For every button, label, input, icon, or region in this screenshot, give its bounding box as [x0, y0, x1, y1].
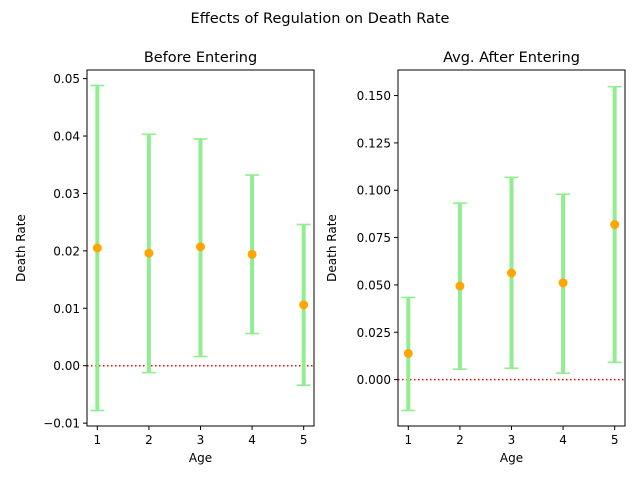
x-tick-label: 4	[559, 433, 567, 447]
subplot-avg-after-entering: 1 2 3 4 5 0.000 0.025 0.050 0.075 0.100 0.125 0.150…	[325, 50, 626, 465]
data-point	[558, 278, 568, 288]
y-tick-label: 0.00	[53, 359, 80, 373]
x-tick-label: 5	[611, 433, 619, 447]
data-point	[247, 249, 257, 259]
x-tick-label: 2	[145, 433, 153, 447]
x-tick-label: 1	[404, 433, 412, 447]
x-tick-label: 3	[197, 433, 205, 447]
y-tick-label: 0.075	[357, 231, 391, 245]
figure-suptitle: Effects of Regulation on Death Rate	[191, 11, 450, 27]
data-point	[299, 300, 309, 310]
y-tick-label: 0.02	[53, 244, 80, 258]
x-tick-label: 1	[93, 433, 101, 447]
data-point	[403, 348, 413, 358]
y-tick-label: −0.01	[43, 417, 80, 431]
y-tick-label: 0.01	[53, 302, 80, 316]
data-point	[144, 248, 154, 258]
y-tick-label: 0.025	[357, 326, 391, 340]
subplot-before-entering: 1 2 3 4 5 −0.01 0.00 0.01 0.02 0.03 0.04 0.05 Before…	[14, 50, 315, 465]
subplot-title: Before Entering	[144, 50, 257, 66]
y-tick-label: 0.05	[53, 72, 80, 86]
y-tick-label: 0.100	[357, 184, 391, 198]
x-tick-label: 5	[300, 433, 308, 447]
data-point	[196, 242, 205, 252]
y-tick-label: 0.050	[357, 278, 391, 292]
x-tick-label: 2	[456, 433, 464, 447]
y-tick-label: 0.03	[53, 187, 80, 201]
y-tick-label: 0.04	[53, 130, 80, 144]
y-axis-label: Death Rate	[325, 214, 339, 282]
x-axis-label: Age	[500, 451, 523, 465]
y-tick-label: 0.150	[357, 89, 391, 103]
x-axis-label: Age	[189, 451, 212, 465]
data-point	[610, 220, 620, 230]
x-tick-label: 4	[248, 433, 256, 447]
data-point	[507, 268, 516, 278]
y-axis-label: Death Rate	[14, 214, 28, 282]
data-point	[92, 243, 102, 253]
subplot-title: Avg. After Entering	[443, 50, 580, 66]
y-tick-label: 0.125	[357, 136, 391, 150]
data-point	[455, 281, 465, 291]
y-tick-label: 0.000	[357, 373, 391, 387]
x-tick-label: 3	[508, 433, 516, 447]
